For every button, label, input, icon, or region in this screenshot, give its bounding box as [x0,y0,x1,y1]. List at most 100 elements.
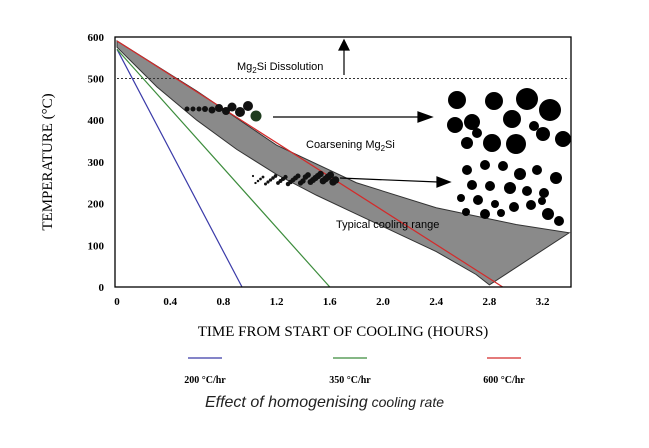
series-line-1 [116,49,243,288]
fine-particle [462,165,472,175]
coarse-particle [448,91,466,109]
particle-dot [264,182,267,186]
fine-particle [509,202,519,212]
x-axis-title: TIME FROM START OF COOLING (HOURS) [198,324,489,340]
particle-dot [261,175,265,179]
coarse-particle [483,134,501,152]
particle-dot [300,178,306,184]
coarse-particle [536,127,550,141]
x-tick-label: 0.8 [217,296,231,308]
x-tick-label: 0 [114,296,120,308]
x-tick-label: 1.6 [323,296,337,308]
fine-arrow [339,177,439,183]
fine-particle [457,194,465,202]
x-tick-label: 3.2 [536,296,550,308]
coarse-particle [464,114,480,130]
particle-dot [266,180,270,184]
fine-particle [514,168,526,180]
fine-particle [462,208,470,216]
y-axis-title: TEMPERATURE (°C) [40,93,56,230]
particle-dot [273,174,278,178]
fine-particle [480,160,490,170]
coarse-particle [461,137,473,149]
x-tick-label: 1.2 [270,296,284,308]
particle-dot [208,106,216,114]
coarse-particle [503,110,521,128]
dissolution-label: Mg2Si Dissolution [237,61,323,75]
particle-dot [331,176,340,184]
y-tick-label: 400 [88,115,105,127]
fine-particle [532,165,542,175]
particle-dot [326,171,335,179]
y-tick-label: 100 [88,240,105,252]
coarse-particle [485,92,503,110]
y-tick-label: 600 [88,32,105,44]
fine-particle [473,195,483,205]
particle-dot [259,177,262,181]
particle-dot [254,181,257,185]
fine-particle [539,188,549,198]
series-line-2 [116,48,331,288]
particle-dot [256,179,260,183]
particle-dot [251,174,255,178]
typical-cooling-range-band [116,40,571,286]
y-tick-label: 200 [88,199,105,211]
legend-label-3: 600 °C/hr [483,375,525,386]
fine-particle [526,200,536,210]
y-tick-label: 0 [99,282,105,294]
fine-particle [498,161,508,171]
fine-particle [504,182,516,194]
coarse-particle [539,99,561,121]
particle-dot [184,106,190,112]
plot-frame [114,36,572,288]
legend-label-1: 200 °C/hr [184,375,226,386]
legend: 200 °C/hr 350 °C/hr 600 °C/hr [184,357,525,386]
fine-particle [522,186,532,196]
series-lines [116,40,504,288]
coarse-particle [516,88,538,110]
y-tick-label: 500 [88,74,105,86]
fine-particle [485,181,495,191]
x-tick-labels: 0 0.4 0.8 1.2 1.6 2.0 2.4 2.8 3.2 [114,296,550,308]
fine-particle [554,216,564,226]
coarse-particles-diagram [447,88,571,154]
y-tick-labels: 0 100 200 300 400 500 600 [88,32,105,294]
particle-dot [202,106,208,112]
particle-dot [271,176,275,180]
particle-cluster-lower [251,170,340,187]
particle-dot [243,101,253,111]
legend-label-2: 350 °C/hr [329,375,371,386]
figure-caption: Effect of homogenising cooling rate [0,394,649,412]
fine-particle [491,200,499,208]
particle-dot [295,173,301,179]
particle-dot [268,178,273,182]
fine-particle [467,180,477,190]
x-tick-label: 2.4 [429,296,443,308]
typical-range-label: Typical cooling range [336,219,439,231]
caption-small: cooling rate [367,394,445,410]
particle-dot [190,106,196,112]
particle-cluster-upper [184,101,262,122]
particle-dot [196,106,202,112]
coarse-particle [506,134,526,154]
x-tick-label: 2.0 [376,296,390,308]
annotation-arrows [273,38,452,188]
caption-main: Effect of homogenising [204,394,368,411]
particle-dot [215,104,223,112]
fine-particle [480,209,490,219]
particle-dot [235,107,245,117]
x-tick-label: 0.4 [163,296,177,308]
coarse-particle [472,128,482,138]
particle-dot [305,172,311,178]
coarse-arrowhead [417,111,434,123]
fine-arrowhead [436,176,452,188]
particle-dot [283,174,288,180]
fine-particle [497,209,505,217]
series-line-3 [116,40,504,288]
fine-particle [538,197,546,205]
particle-dot [250,110,262,122]
coarsening-label: Coarsening Mg2Si [306,139,395,153]
fine-particle [550,172,562,184]
fine-particle [542,208,554,220]
